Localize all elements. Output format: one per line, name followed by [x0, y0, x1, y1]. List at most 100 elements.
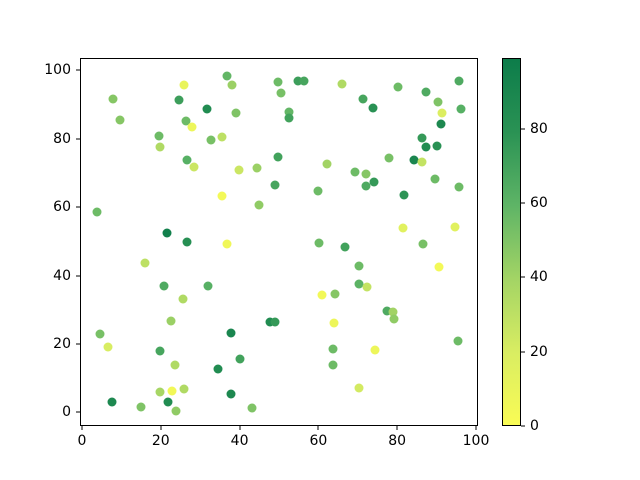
scatter-point	[182, 155, 192, 165]
scatter-point	[284, 113, 294, 123]
y-tick-mark	[76, 275, 80, 276]
scatter-point	[328, 344, 338, 354]
colorbar: 0 20 40 60 80	[502, 58, 548, 434]
scatter-point	[107, 397, 117, 407]
scatter-point	[213, 364, 223, 374]
scatter-point	[222, 71, 232, 81]
scatter-point	[108, 94, 118, 104]
scatter-point	[182, 237, 192, 247]
scatter-point	[154, 131, 164, 141]
scatter-point	[328, 360, 338, 370]
scatter-point	[284, 107, 294, 117]
scatter-point	[103, 342, 113, 352]
scatter-point	[166, 316, 176, 326]
scatter-point	[178, 294, 188, 304]
scatter-point	[206, 135, 216, 145]
x-tick-label: 80	[388, 433, 407, 449]
scatter-point	[203, 281, 213, 291]
y-tick-mark	[76, 206, 80, 208]
scatter-point	[162, 228, 172, 238]
scatter-point	[417, 157, 427, 167]
scatter-point	[217, 191, 227, 201]
scatter-point	[247, 403, 257, 412]
scatter-point	[155, 142, 165, 152]
scatter-point	[270, 180, 280, 190]
scatter-point	[234, 165, 244, 175]
scatter-point	[273, 77, 283, 87]
scatter-point	[432, 141, 442, 151]
scatter-point	[136, 402, 146, 412]
x-tick-mark	[239, 426, 241, 430]
scatter-point	[313, 186, 323, 196]
scatter-point	[382, 306, 392, 316]
scatter-point	[350, 167, 360, 177]
scatter-point	[226, 389, 236, 399]
scatter-point	[92, 207, 102, 217]
scatter-point	[174, 95, 184, 105]
scatter-point	[317, 290, 327, 300]
scatter-point	[434, 262, 444, 272]
scatter-point	[393, 82, 403, 92]
y-tick-mark	[76, 69, 80, 71]
x-tick-mark	[317, 426, 319, 430]
scatter-point	[155, 346, 165, 356]
scatter-point	[202, 104, 212, 114]
y-tick-label: 0	[62, 404, 71, 421]
scatter-point	[369, 177, 379, 187]
scatter-point	[354, 383, 364, 393]
colorbar-tick-label: 60	[530, 194, 548, 211]
scatter-point	[354, 261, 364, 271]
scatter-point	[159, 281, 169, 291]
y-tick-mark	[76, 343, 80, 345]
scatter-point	[231, 108, 241, 118]
scatter-point	[418, 239, 428, 249]
scatter-point	[155, 387, 165, 397]
scatter-point	[399, 190, 408, 200]
scatter-point	[453, 336, 463, 346]
x-tick-label: 40	[230, 433, 249, 449]
scatter-point	[217, 132, 227, 142]
scatter-point	[179, 80, 189, 90]
scatter-point	[388, 307, 398, 317]
plot-area: 0 20 40 60 80 100 0 20 40 60 80 100	[44, 58, 489, 449]
scatter-point	[115, 115, 125, 125]
scatter-point	[235, 354, 245, 364]
scatter-point	[354, 279, 364, 289]
scatter-point	[454, 76, 464, 86]
scatter-point	[171, 406, 181, 416]
scatter-point	[227, 80, 237, 90]
scatter-point	[361, 181, 371, 191]
x-tick-label: 60	[309, 433, 328, 449]
scatter-point	[456, 104, 466, 114]
y-tick-label: 80	[53, 130, 71, 147]
scatter-point	[340, 242, 350, 252]
scatter-point	[293, 76, 303, 86]
scatter-point	[398, 223, 408, 233]
scatter-point	[433, 97, 443, 107]
colorbar-tick-mark	[521, 128, 525, 130]
scatter-point	[252, 163, 262, 173]
scatter-point	[299, 76, 309, 86]
scatter-point	[273, 152, 283, 162]
scatter-point	[167, 386, 177, 396]
x-tick-label: 0	[77, 433, 87, 449]
colorbar-tick-mark	[521, 425, 525, 427]
scatter-point	[329, 318, 339, 328]
colorbar-tick-mark	[521, 202, 525, 204]
colorbar-gradient	[502, 58, 521, 426]
y-tick-label: 60	[53, 199, 71, 216]
scatter-point	[140, 258, 150, 268]
scatter-point	[254, 200, 264, 210]
scatter-point	[95, 329, 105, 339]
colorbar-tick-mark	[521, 276, 525, 278]
scatter-point	[362, 282, 372, 292]
scatter-point	[276, 88, 286, 98]
y-tick-mark	[76, 411, 80, 413]
x-tick-label: 20	[151, 433, 170, 449]
colorbar-tick-label: 40	[530, 269, 548, 286]
scatter-point	[368, 103, 378, 113]
scatter-point	[189, 162, 199, 172]
scatter-point	[361, 169, 371, 179]
scatter-point	[270, 317, 280, 327]
